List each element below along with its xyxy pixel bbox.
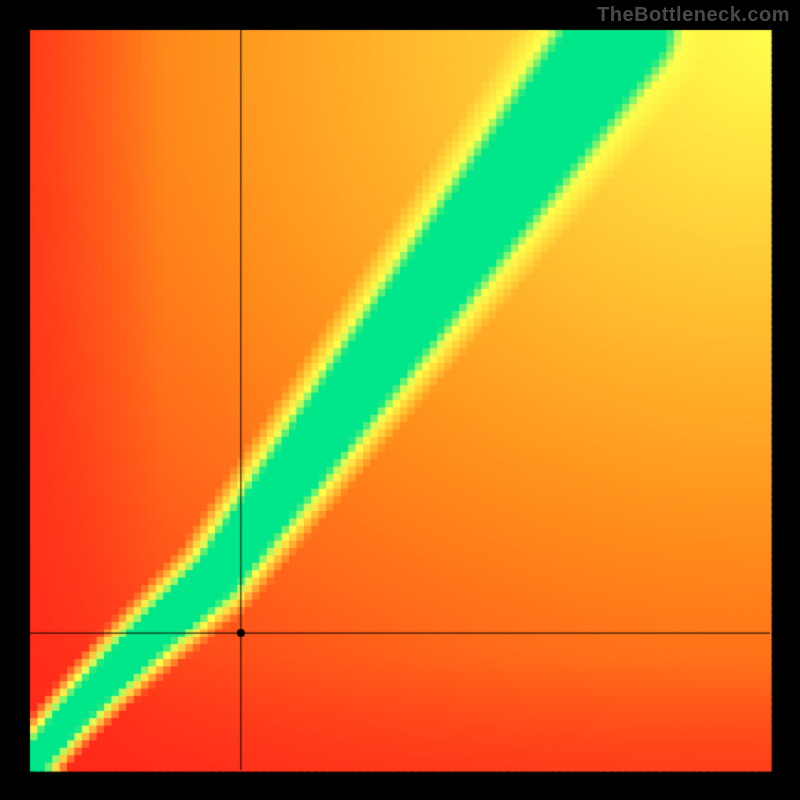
bottleneck-heatmap [0,0,800,800]
chart-container: TheBottleneck.com [0,0,800,800]
watermark-text: TheBottleneck.com [597,4,790,27]
